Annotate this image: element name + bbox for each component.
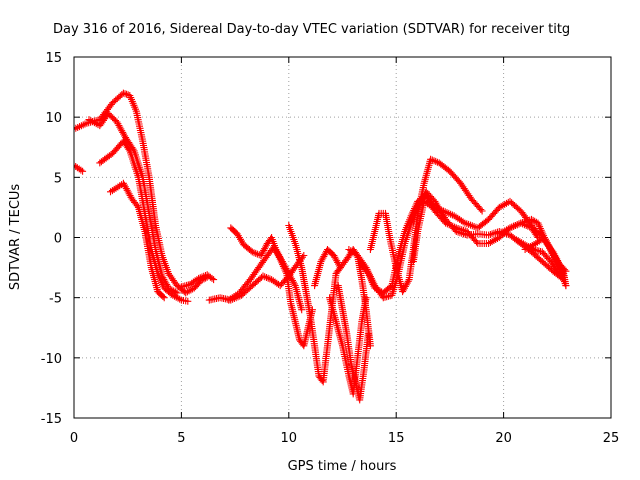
y-axis-title: SDTVAR / TECUs <box>8 184 23 291</box>
x-tick-label: 20 <box>495 431 512 446</box>
series-markers <box>74 89 211 297</box>
series-markers <box>96 137 192 305</box>
x-tick-label: 15 <box>388 431 405 446</box>
series-arc-4 <box>107 179 168 302</box>
series-markers <box>356 191 542 297</box>
series-arc-16 <box>366 155 486 296</box>
x-axis-title: GPS time / hours <box>288 459 397 474</box>
axis-ticks: 0 5 10 15 20 25 -15 -10 -5 0 5 10 15 <box>41 51 620 446</box>
series-arc-15 <box>356 191 542 297</box>
y-tick-label: 15 <box>45 51 62 66</box>
series-markers <box>227 224 306 314</box>
chart-title: Day 316 of 2016, Sidereal Day-to-day VTE… <box>53 22 570 37</box>
series-arc-20 <box>521 234 570 290</box>
x-tick-label: 25 <box>603 431 620 446</box>
series-arc-19 <box>513 236 568 280</box>
series-group <box>74 89 570 404</box>
series-markers <box>74 161 87 175</box>
series-arc-13 <box>334 282 372 404</box>
y-tick-label: 5 <box>54 171 62 186</box>
series-arc-5 <box>85 110 181 297</box>
series-arc-6 <box>177 271 218 291</box>
x-tick-label: 5 <box>177 431 185 446</box>
y-tick-label: 0 <box>54 232 62 247</box>
x-tick-label: 10 <box>281 431 298 446</box>
series-arc-1 <box>74 89 211 297</box>
series-markers <box>107 179 168 302</box>
series-arc-9 <box>227 224 306 314</box>
y-tick-label: 10 <box>45 111 62 126</box>
series-markers <box>177 271 218 291</box>
series-markers <box>366 155 486 296</box>
y-tick-label: -5 <box>49 292 62 307</box>
series-markers <box>285 222 344 386</box>
series-arc-2 <box>74 161 87 175</box>
series-markers <box>513 236 568 280</box>
series-markers <box>85 110 181 297</box>
series-arc-12 <box>326 294 370 398</box>
series-markers <box>521 234 570 290</box>
y-tick-label: -15 <box>41 412 62 427</box>
x-tick-label: 0 <box>70 431 78 446</box>
series-markers <box>334 282 372 404</box>
y-tick-label: -10 <box>41 352 62 367</box>
